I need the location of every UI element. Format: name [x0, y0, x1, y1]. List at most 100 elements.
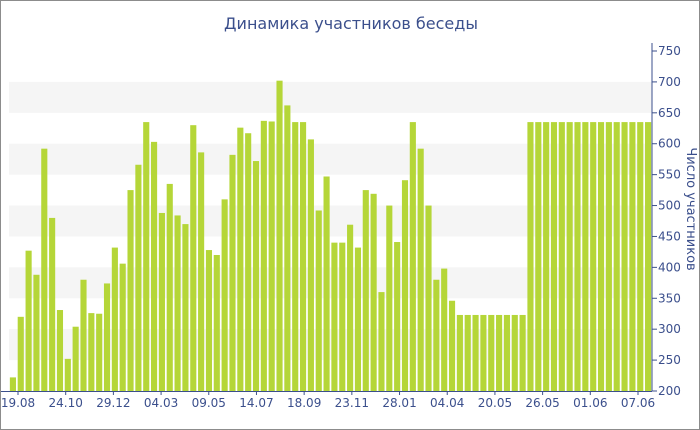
x-tick-label: 24.10 [49, 396, 83, 410]
bar [268, 121, 275, 391]
bar [347, 224, 354, 391]
bar [433, 279, 440, 391]
y-axis: 200 250 300 350 400 450 500 550 600 650 700 750 [651, 43, 681, 398]
bar [135, 164, 142, 391]
bar [558, 122, 565, 391]
bar [292, 122, 299, 391]
bar [480, 314, 487, 391]
bars-group [9, 80, 652, 392]
bar [260, 120, 267, 391]
chart-title: Динамика участников беседы [224, 14, 478, 33]
bar [111, 247, 118, 391]
bar [339, 242, 346, 391]
bar [456, 314, 463, 391]
x-tick-label: 14.07 [239, 396, 273, 410]
bar [190, 125, 197, 392]
bar [323, 176, 330, 391]
x-tick-label: 04.04 [430, 396, 464, 410]
bar [566, 122, 573, 391]
bar [127, 190, 134, 391]
x-tick-label: 04.03 [144, 396, 178, 410]
bar [378, 292, 385, 391]
bar [519, 314, 526, 391]
y-tick-label: 650 [658, 106, 681, 120]
grid-band [9, 81, 652, 113]
bar [394, 242, 401, 391]
bar [9, 377, 16, 391]
bar [17, 316, 24, 391]
bar [213, 255, 220, 391]
bar [464, 314, 471, 391]
bar [386, 205, 393, 391]
x-tick-label: 07.06 [621, 396, 655, 410]
y-tick-label: 550 [658, 168, 681, 182]
y-tick-label: 500 [658, 199, 681, 213]
bar [80, 279, 87, 391]
bar [613, 122, 620, 391]
bar [103, 283, 111, 391]
x-tick-label: 18.09 [287, 396, 321, 410]
bar [307, 139, 314, 391]
y-axis-label: Число участников [683, 147, 698, 270]
bar [472, 314, 479, 391]
x-tick-label: 01.06 [573, 396, 607, 410]
bar [284, 105, 291, 392]
bar [574, 122, 581, 391]
bar [417, 148, 424, 391]
bar [543, 122, 550, 391]
bar [49, 217, 56, 391]
bar [158, 212, 165, 391]
bar [182, 224, 189, 391]
x-tick-label: 20.05 [478, 396, 512, 410]
bar [590, 122, 597, 391]
bar [637, 122, 644, 391]
bar [56, 310, 64, 391]
bar [645, 122, 652, 391]
x-tick-label: 26.05 [525, 396, 559, 410]
x-tick-label: 19.08 [1, 396, 35, 410]
bar [409, 122, 416, 391]
bar [96, 313, 103, 391]
bar [425, 205, 432, 391]
y-tick-label: 200 [658, 384, 681, 398]
bar [119, 263, 126, 391]
bar [331, 242, 338, 391]
bar [252, 161, 260, 391]
bar [143, 122, 150, 391]
bar [503, 314, 510, 391]
bar [245, 133, 252, 391]
bar [597, 122, 605, 391]
bar [629, 122, 636, 391]
bar [527, 122, 534, 391]
bar [198, 152, 205, 391]
bar [151, 141, 158, 391]
y-tick-label: 300 [658, 322, 681, 336]
x-tick-label: 09.05 [192, 396, 226, 410]
bar [221, 199, 228, 391]
bar [370, 193, 377, 391]
bar [441, 268, 448, 391]
bar [166, 183, 173, 391]
bar [448, 300, 456, 391]
y-tick-label: 700 [658, 75, 681, 89]
bar [582, 122, 589, 391]
bar [64, 358, 71, 391]
y-tick-label: 250 [658, 353, 681, 367]
bar [174, 215, 181, 391]
bar [33, 274, 40, 391]
bar [511, 314, 518, 391]
x-axis: 19.08 24.10 29.12 04.03 09.05 14.07 18.09 23.11… [1, 391, 655, 410]
x-tick-label: 28.01 [382, 396, 416, 410]
bar [315, 210, 322, 391]
bar [354, 247, 362, 391]
y-tick-label: 350 [658, 291, 681, 305]
bar [621, 122, 628, 391]
bar [25, 250, 32, 391]
y-tick-label: 750 [658, 44, 681, 58]
bar [41, 148, 48, 391]
bar [362, 190, 369, 391]
bar [237, 127, 244, 392]
y-tick-label: 450 [658, 229, 681, 243]
bar [535, 122, 542, 391]
